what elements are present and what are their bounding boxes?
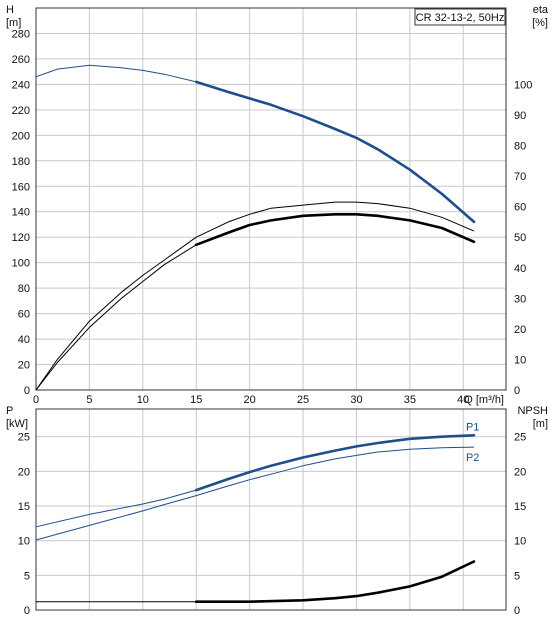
- y-right-axis-title: eta: [533, 4, 549, 16]
- y-right-axis-unit: [%]: [532, 17, 548, 29]
- power-npsh-panel: 0 5 10 15 20 25 0 5 10 15 20 25 P[kW] NPSH[m] P1 P2: [6, 405, 548, 617]
- y-right-tick-label: 20: [514, 466, 526, 478]
- y-left-tick-label: 180: [12, 156, 30, 168]
- y-left-axis-unit: [m]: [6, 17, 21, 29]
- legend-box: [414, 8, 506, 26]
- legend-label: CR 32-13-2, 50Hz: [416, 12, 505, 24]
- series-line-2: [196, 561, 475, 603]
- series-name-label: P2: [466, 452, 479, 464]
- y-left-tick-label: 280: [12, 28, 30, 40]
- y-right-tick-label: 10: [514, 536, 526, 548]
- series-operating-range-2: [194, 560, 476, 604]
- x-tick-label: 20: [244, 394, 256, 406]
- series-operating-range-0: [194, 80, 476, 224]
- y-left-tick-label: 5: [24, 570, 30, 582]
- y-right-tick-label: 40: [514, 263, 526, 275]
- y-left-tick-label: 80: [18, 283, 30, 295]
- y-right-tick-label: 70: [514, 171, 526, 183]
- y-right-tick-label: 50: [514, 232, 526, 244]
- y-right-axis-unit: [m]: [533, 418, 548, 430]
- x-axis-title: Q [m³/h]: [464, 394, 504, 406]
- chart-legend: CR 32-13-2, 50Hz: [414, 8, 506, 26]
- x-tick-label: 35: [404, 394, 416, 406]
- x-tick-label: 25: [297, 394, 309, 406]
- y-left-tick-label: 260: [12, 54, 30, 66]
- y-right-tick-label: 80: [514, 141, 526, 153]
- y-left-tick-label: 220: [12, 105, 30, 117]
- series-line-1: [35, 446, 475, 541]
- y-left-axis-title: P: [6, 405, 13, 417]
- x-tick-label: 0: [33, 394, 39, 406]
- x-tick-label: 5: [86, 394, 92, 406]
- y-left-tick-label: 0: [24, 385, 30, 397]
- x-tick-label: 30: [350, 394, 362, 406]
- y-left-tick-label: 140: [12, 207, 30, 219]
- plot-frame: [35, 408, 507, 611]
- y-left-tick-label: 240: [12, 79, 30, 91]
- y-right-axis-title: NPSH: [517, 405, 548, 417]
- x-tick-label: 15: [190, 394, 202, 406]
- y-right-tick-label: 90: [514, 110, 526, 122]
- y-left-tick-label: 10: [18, 536, 30, 548]
- y-right-tick-label: 0: [514, 385, 520, 397]
- y-left-tick-label: 0: [24, 605, 30, 617]
- series-name-label: P1: [466, 421, 479, 433]
- y-left-tick-label: 160: [12, 181, 30, 193]
- y-left-tick-label: 20: [18, 360, 30, 372]
- plot-frame: [35, 7, 507, 391]
- y-left-tick-label: 40: [18, 334, 30, 346]
- y-left-axis-title: H: [6, 4, 14, 16]
- series-line-0: [35, 64, 475, 223]
- y-left-tick-label: 20: [18, 466, 30, 478]
- y-right-tick-label: 30: [514, 293, 526, 305]
- y-right-tick-label: 25: [514, 432, 526, 444]
- series-operating-range-3: [194, 213, 476, 247]
- y-right-tick-label: 0: [514, 605, 520, 617]
- x-tick-label: 40: [457, 394, 469, 406]
- series-line-1: [35, 201, 475, 391]
- y-left-tick-label: 15: [18, 501, 30, 513]
- y-left-tick-label: 100: [12, 258, 30, 270]
- y-right-tick-label: 20: [514, 324, 526, 336]
- y-right-tick-label: 100: [514, 79, 532, 91]
- y-right-tick-label: 5: [514, 570, 520, 582]
- y-left-axis-unit: [kW]: [6, 418, 28, 430]
- y-left-tick-label: 25: [18, 432, 30, 444]
- x-tick-label: 10: [137, 394, 149, 406]
- series-line-2: [35, 213, 475, 391]
- y-right-tick-label: 10: [514, 354, 526, 366]
- y-left-tick-label: 200: [12, 130, 30, 142]
- y-left-tick-label: 120: [12, 232, 30, 244]
- series-operating-range-0: [194, 433, 476, 492]
- head-efficiency-panel: 0204060801001201401601802002202402602800…: [6, 4, 549, 406]
- y-right-tick-label: 15: [514, 501, 526, 513]
- y-left-tick-label: 60: [18, 309, 30, 321]
- y-right-tick-label: 60: [514, 202, 526, 214]
